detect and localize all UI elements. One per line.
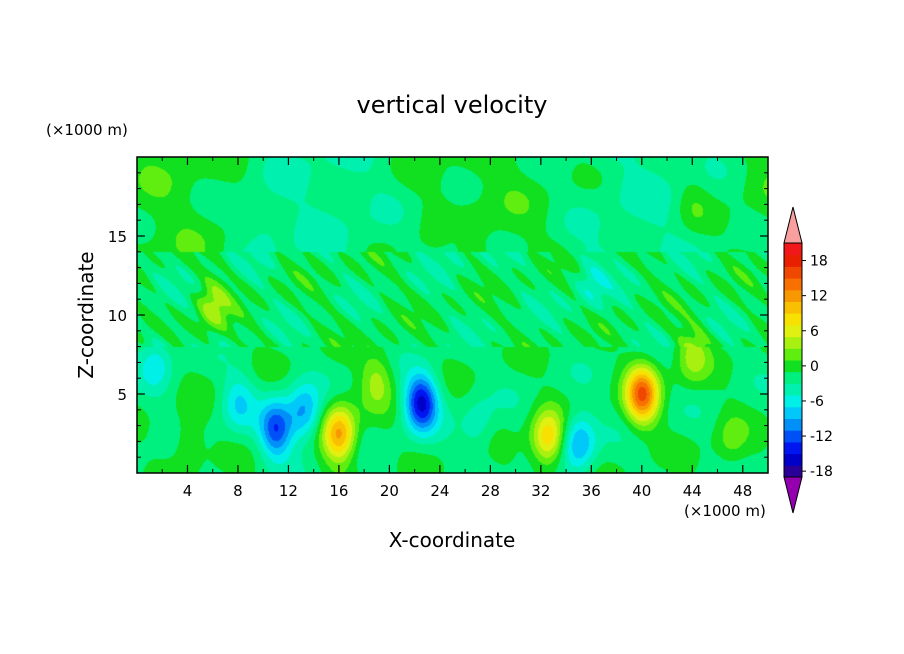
y-unit-label: (×1000 m)	[46, 121, 128, 139]
colorbar-bin	[784, 395, 802, 408]
colorbar-tick-label: -12	[810, 429, 833, 445]
colorbar-bin	[784, 430, 802, 443]
x-tick-label: 40	[632, 482, 651, 500]
colorbar: 18 12 6 0 -6 -12 -18	[783, 206, 833, 514]
colorbar-bin	[784, 453, 802, 466]
x-tick-label: 24	[430, 482, 449, 500]
colorbar-bin	[784, 324, 802, 338]
colorbar-bin	[784, 289, 802, 302]
colorbar-bin	[784, 406, 802, 419]
y-axis-label: Z-coordinate	[74, 251, 98, 378]
colorbar-bin	[784, 278, 802, 291]
colorbar-bin	[784, 254, 802, 267]
colorbar-tick-label: -18	[810, 464, 833, 480]
colorbar-bin	[784, 348, 802, 361]
colorbar-min-extension	[783, 476, 803, 514]
colorbar-bin	[784, 313, 802, 326]
chart-title: vertical velocity	[357, 91, 548, 119]
x-tick-label: 32	[531, 482, 550, 500]
x-tick-label: 48	[733, 482, 752, 500]
colorbar-bin	[784, 371, 802, 384]
colorbar-tick-label: 12	[810, 289, 828, 305]
colorbar-bin	[784, 418, 802, 431]
y-tick-label: 5	[117, 386, 127, 404]
y-tick-label: 10	[108, 307, 127, 325]
colorbar-bin	[784, 360, 802, 373]
x-tick-label: 28	[481, 482, 500, 500]
colorbar-bin	[784, 465, 802, 478]
x-tick-label: 44	[683, 482, 702, 500]
x-axis: 4 8 12 16 20 24 28 32 36 40 44 48	[161, 157, 752, 500]
x-tick-label: 20	[380, 482, 399, 500]
x-axis-label: X-coordinate	[389, 528, 516, 552]
colorbar-bin	[784, 336, 802, 349]
x-tick-label: 8	[233, 482, 243, 500]
colorbar-tick-label: 18	[810, 254, 828, 270]
colorbar-tick-label: -6	[810, 394, 824, 410]
colorbar-tick-label: 6	[810, 324, 819, 340]
colorbar-bin	[784, 243, 802, 256]
colorbar-bin	[784, 266, 802, 279]
x-tick-label: 4	[183, 482, 193, 500]
y-tick-label: 15	[108, 228, 127, 246]
colorbar-bin	[784, 441, 802, 455]
x-tick-label: 16	[329, 482, 348, 500]
colorbar-bin	[784, 383, 802, 396]
x-unit-label: (×1000 m)	[684, 502, 766, 520]
heatmap-field	[137, 157, 768, 473]
colorbar-max-extension	[783, 206, 803, 244]
x-tick-label: 12	[279, 482, 298, 500]
colorbar-frame	[783, 242, 803, 478]
colorbar-tick-label: 0	[810, 359, 819, 375]
y-axis: 5 10 15	[108, 172, 768, 458]
colorbar-bin	[784, 301, 802, 314]
x-tick-label: 36	[582, 482, 601, 500]
